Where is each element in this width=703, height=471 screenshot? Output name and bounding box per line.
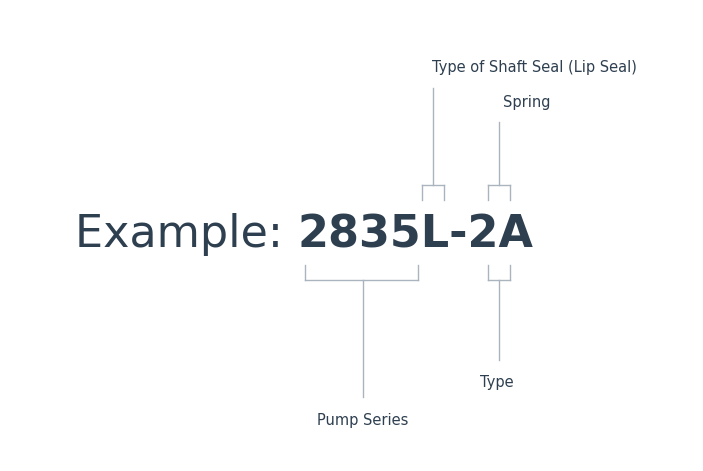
Text: Example:: Example: (75, 213, 297, 257)
Text: Pump Series: Pump Series (317, 413, 408, 428)
Text: Type: Type (480, 375, 514, 390)
Text: Type of Shaft Seal (Lip Seal): Type of Shaft Seal (Lip Seal) (432, 60, 637, 75)
Text: Spring: Spring (503, 95, 550, 110)
Text: 2835L-2A: 2835L-2A (297, 213, 533, 257)
